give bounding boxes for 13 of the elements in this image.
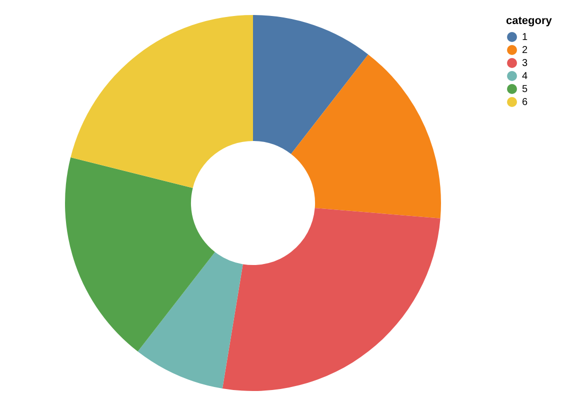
donut-slice [222,208,440,391]
legend-label: 5 [522,84,528,95]
legend-label: 3 [522,58,528,69]
donut-slice [65,157,215,352]
legend-label: 6 [522,97,528,108]
donut-slice [291,54,441,218]
donut-slice [138,252,243,388]
legend-label: 4 [522,71,528,82]
donut-slice [253,15,368,154]
donut-slice [70,15,253,188]
legend-title: category [506,15,553,27]
legend-label: 1 [522,32,528,43]
legend-label: 2 [522,45,528,56]
